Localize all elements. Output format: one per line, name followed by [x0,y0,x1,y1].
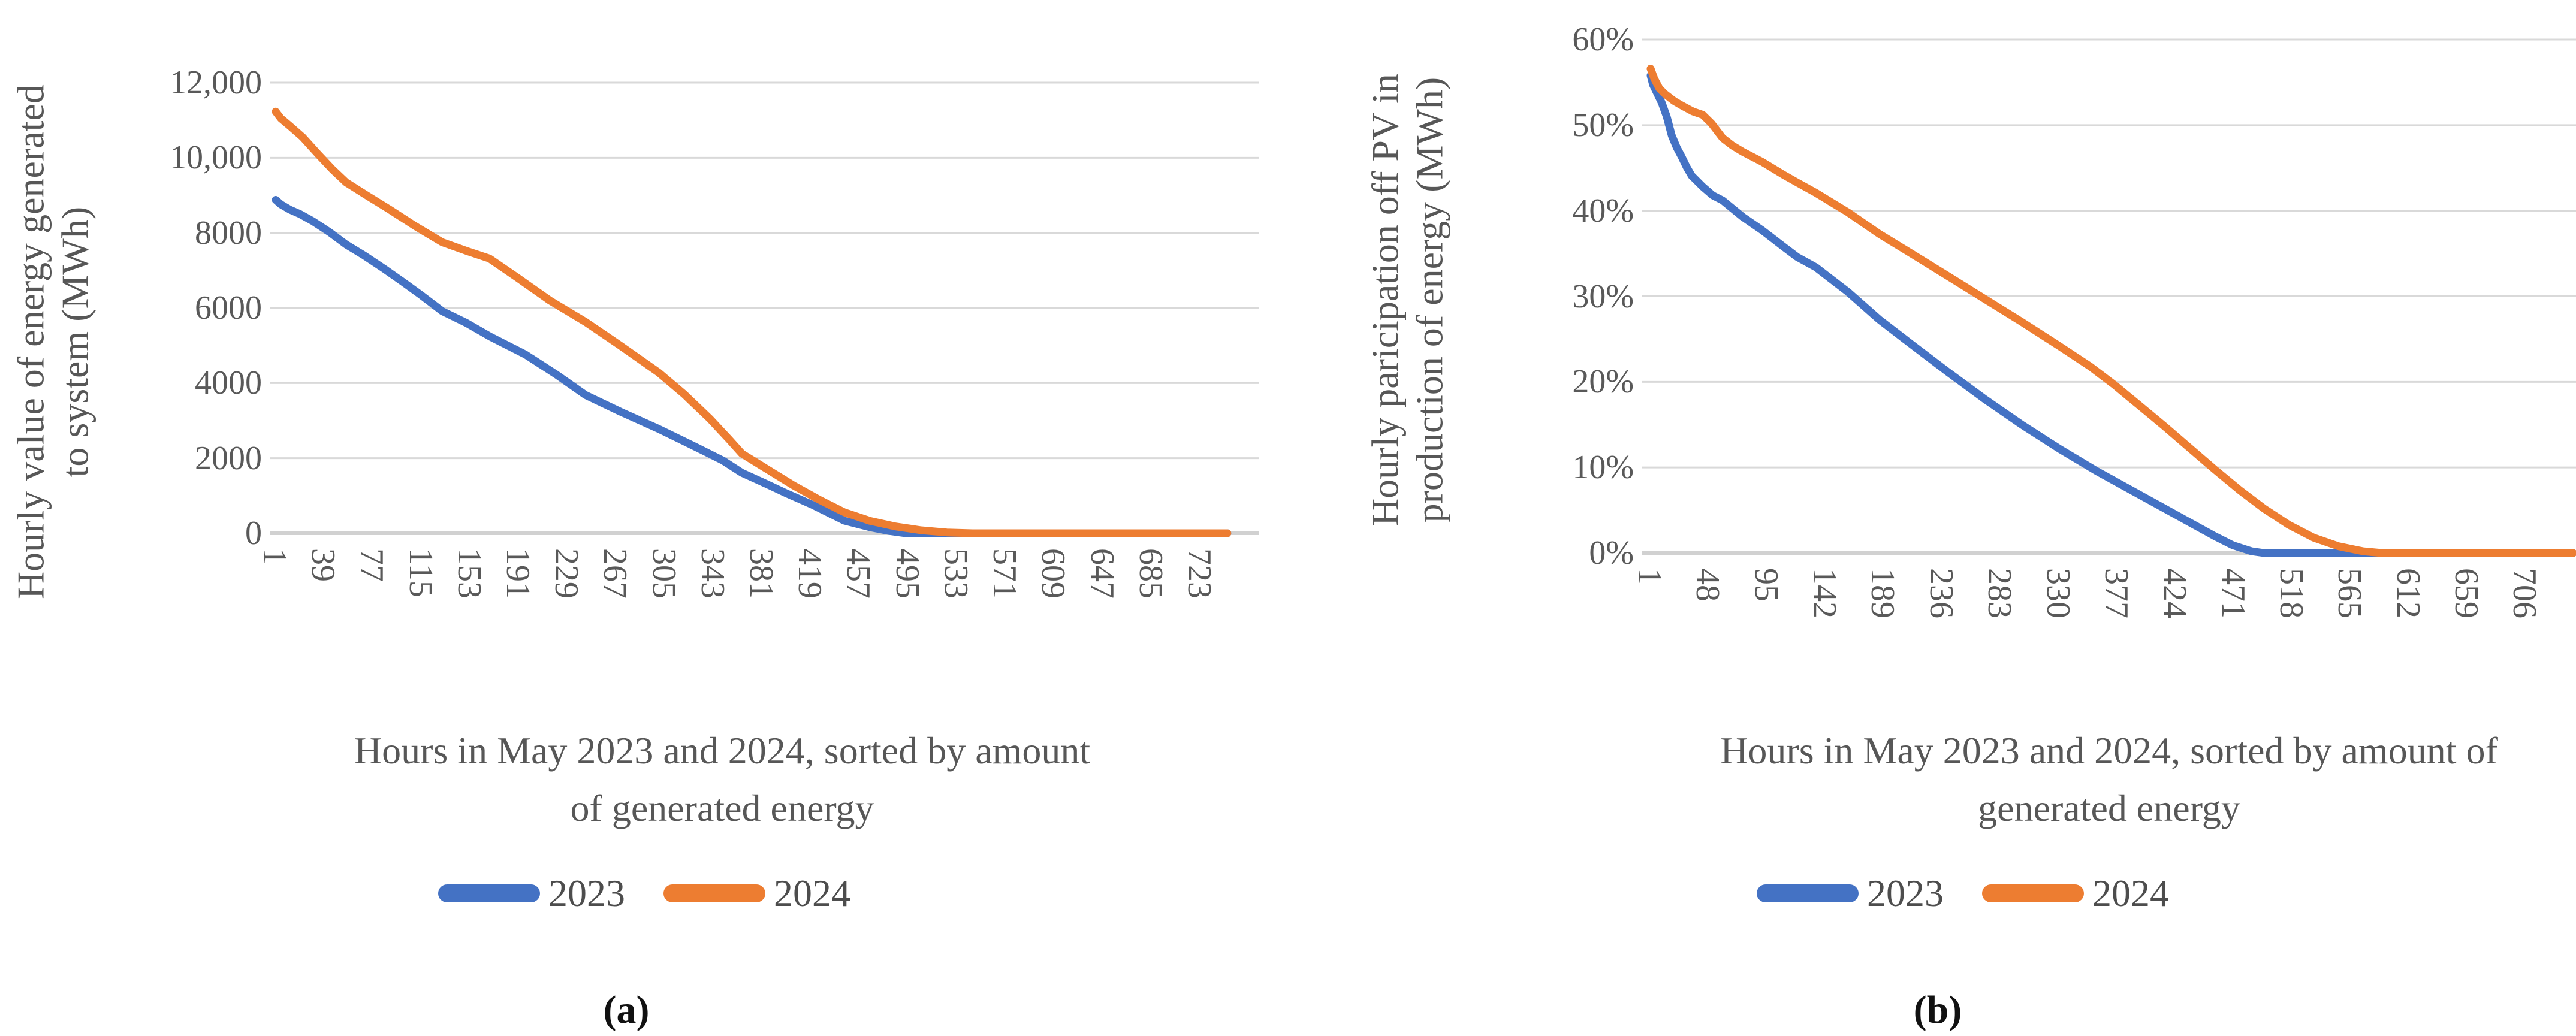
x-tick-label: 115 [402,548,439,597]
x-tick-label: 659 [2448,568,2485,618]
y-tick-label: 4000 [195,364,262,402]
x-tick-label: 1 [1631,568,1668,585]
x-tick-label: 471 [2214,568,2252,618]
legend-item-2024: 2024 [663,871,850,916]
x-tick-label: 419 [791,548,829,599]
x-axis-title-b: Hours in May 2023 and 2024, sorted by am… [1642,722,2576,837]
x-tick-label: 377 [2097,568,2135,618]
x-tick-label: 457 [840,548,877,599]
y-tick-label: 0 [245,515,262,552]
caption-a: (a) [603,988,650,1032]
x-axis-title-a-line2: of generated energy [570,787,874,829]
x-tick-label: 142 [1806,568,1844,618]
y-tick-label: 50% [1572,106,1634,144]
x-tick-label: 533 [937,548,975,599]
legend-swatch-2023 [1757,884,1859,902]
x-axis-title-b-line1: Hours in May 2023 and 2024, sorted by am… [1720,729,2498,772]
x-tick-label: 723 [1180,548,1218,599]
x-tick-label: 77 [353,548,391,582]
y-tick-label: 10% [1572,449,1634,487]
x-tick-label: 571 [986,548,1024,599]
y-axis-title-a-line2: to system (MWh) [53,206,96,478]
plot-area-b [1642,38,2576,557]
legend-b: 2023 2024 [1498,872,2427,915]
series-line-2023 [272,196,1232,537]
x-tick-label: 424 [2156,568,2194,618]
y-tick-label: 20% [1572,363,1634,401]
x-axis-title-a-line1: Hours in May 2023 and 2024, sorted by am… [354,729,1091,772]
legend-item-2024: 2024 [1982,871,2169,916]
legend-swatch-2023 [438,884,540,902]
x-tick-label: 229 [548,548,586,599]
series-line-2024 [1646,65,2576,557]
caption-b: (b) [1913,988,1962,1032]
x-tick-label: 495 [888,548,926,599]
series-line-2024 [272,107,1232,537]
y-tick-label: 12,000 [170,64,262,101]
x-tick-label: 609 [1034,548,1072,599]
x-axis-title-b-line2: generated energy [1978,787,2240,829]
y-axis-title-a: Hourly value of energy generated to syst… [8,0,96,702]
y-tick-label: 0% [1589,534,1634,572]
x-tick-label: 283 [1981,568,2019,618]
x-tick-label: 189 [1864,568,1902,618]
x-tick-label: 236 [1922,568,1960,618]
y-tick-label: 30% [1572,277,1634,315]
y-axis-title-a-line1: Hourly value of energy generated [9,84,52,600]
legend-a: 2023 2024 [180,872,1109,915]
legend-item-2023: 2023 [438,871,625,916]
x-tick-label: 685 [1132,548,1169,599]
x-tick-label: 191 [499,548,537,599]
x-axis-title-a: Hours in May 2023 and 2024, sorted by am… [228,722,1217,837]
legend-label: 2023 [1867,872,1944,914]
x-tick-label: 612 [2389,568,2427,618]
y-tick-label: 6000 [195,289,262,327]
series-line-2023 [1646,71,2576,557]
x-tick-label: 330 [2039,568,2077,618]
y-tick-label: 2000 [195,439,262,477]
x-tick-label: 647 [1083,548,1121,599]
y-tick-label: 40% [1572,192,1634,229]
y-tick-label: 10,000 [170,139,262,177]
x-tick-label: 39 [304,548,342,582]
x-tick-label: 518 [2272,568,2310,618]
x-tick-label: 1 [256,548,293,565]
y-tick-label: 8000 [195,214,262,252]
x-tick-label: 305 [645,548,683,599]
x-tick-label: 95 [1747,568,1785,602]
x-tick-label: 706 [2506,568,2544,618]
legend-label: 2024 [2092,872,2169,914]
x-tick-label: 48 [1689,568,1727,602]
x-tick-label: 343 [693,548,731,599]
y-tick-label: 60% [1572,21,1634,58]
legend-swatch-2024 [663,884,765,902]
legend-swatch-2024 [1982,884,2084,902]
legend-label: 2023 [548,872,625,914]
legend-item-2023: 2023 [1757,871,1944,916]
plot-area-a [270,81,1259,537]
x-tick-label: 153 [450,548,488,599]
legend-label: 2024 [774,872,850,914]
x-tick-label: 267 [596,548,634,599]
x-tick-label: 381 [743,548,780,599]
x-tick-label: 565 [2331,568,2369,618]
